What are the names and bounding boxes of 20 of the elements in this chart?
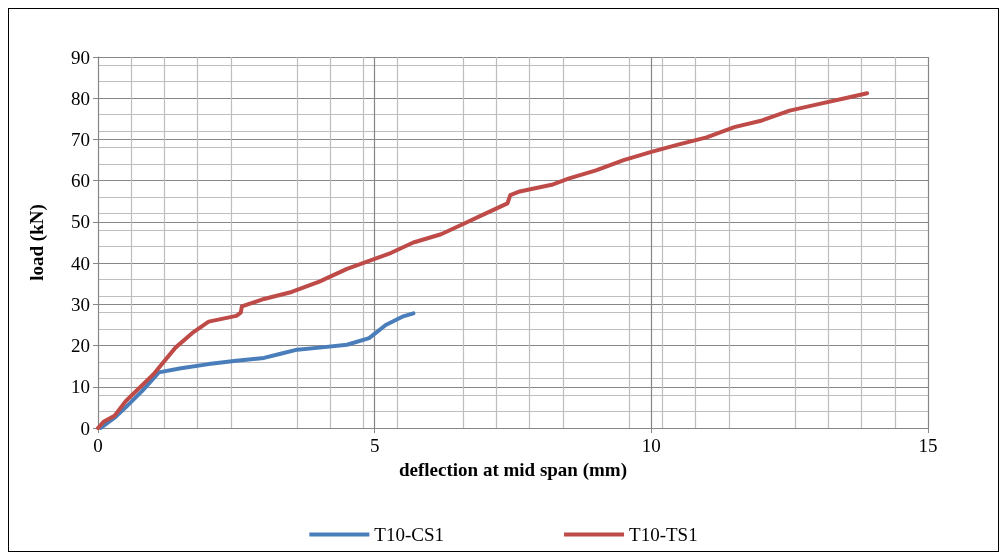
x-tick-label: 0	[93, 435, 103, 456]
legend-label: T10-TS1	[629, 524, 698, 545]
y-tick-label: 30	[71, 293, 90, 315]
line-series	[98, 311, 416, 430]
y-tick-label: 50	[71, 211, 90, 233]
y-tick-label: 90	[71, 46, 90, 68]
y-tick-label: 60	[71, 170, 90, 192]
x-tick-label: 10	[641, 435, 661, 456]
x-tick-label: 15	[918, 435, 938, 456]
y-tick-label: 10	[71, 376, 90, 398]
legend-label: T10-CS1	[374, 524, 445, 545]
y-tick-label: 70	[71, 128, 90, 150]
y-tick-label: 20	[71, 335, 90, 357]
x-tick-label: 5	[369, 435, 380, 456]
y-tick-label: 40	[71, 252, 90, 274]
line-series	[96, 91, 870, 430]
y-axis-title: load (kN)	[26, 204, 48, 281]
y-tick-label: 80	[71, 87, 90, 109]
y-tick-label: 0	[80, 417, 90, 439]
x-axis-title: deflection at mid span (mm)	[399, 458, 627, 481]
